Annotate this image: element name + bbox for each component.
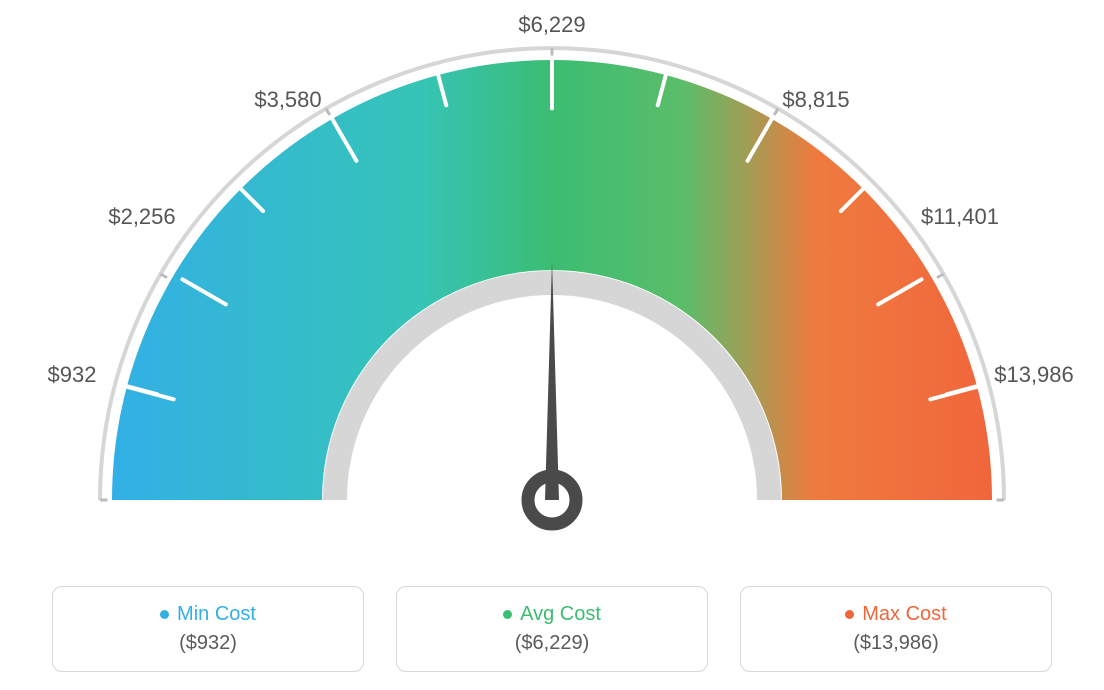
tick-label-6: $13,986 [994, 362, 1074, 388]
legend-avg-title: Avg Cost [503, 603, 601, 626]
legend-min-card: Min Cost ($932) [52, 586, 364, 672]
dot-icon [845, 610, 854, 619]
tick-label-1: $2,256 [108, 204, 175, 230]
legend-max-label: Max Cost [862, 603, 946, 626]
tick-label-2: $3,580 [254, 87, 321, 113]
dot-icon [503, 610, 512, 619]
gauge-needle [528, 260, 576, 524]
legend-min-value: ($932) [179, 632, 237, 655]
tick-label-5: $11,401 [921, 204, 999, 230]
tick-label-3: $6,229 [518, 12, 585, 38]
legend-max-value: ($13,986) [853, 632, 939, 655]
gauge-svg [0, 0, 1104, 560]
gauge-area: $932 $2,256 $3,580 $6,229 $8,815 $11,401… [0, 0, 1104, 560]
legend-row: Min Cost ($932) Avg Cost ($6,229) Max Co… [0, 586, 1104, 672]
dot-icon [160, 610, 169, 619]
legend-min-title: Min Cost [160, 603, 256, 626]
legend-min-label: Min Cost [177, 603, 256, 626]
legend-max-card: Max Cost ($13,986) [740, 586, 1052, 672]
cost-gauge-container: $932 $2,256 $3,580 $6,229 $8,815 $11,401… [0, 0, 1104, 690]
legend-max-title: Max Cost [845, 603, 946, 626]
tick-label-0: $932 [48, 362, 97, 388]
legend-avg-label: Avg Cost [520, 603, 601, 626]
tick-label-4: $8,815 [782, 87, 849, 113]
legend-avg-card: Avg Cost ($6,229) [396, 586, 708, 672]
legend-avg-value: ($6,229) [515, 632, 590, 655]
